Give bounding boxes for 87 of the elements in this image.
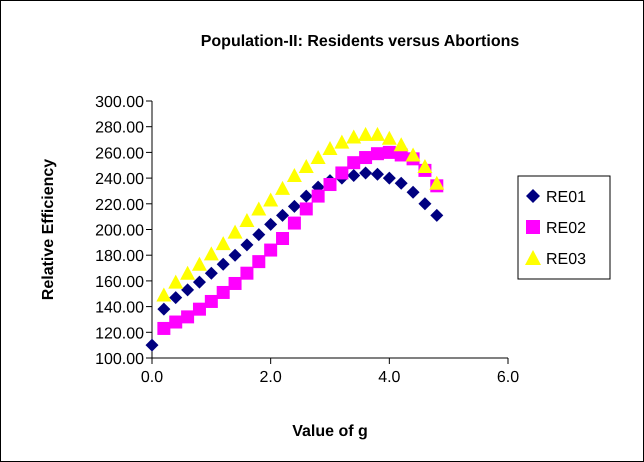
- point: [370, 126, 385, 141]
- point: [146, 338, 158, 352]
- point: [394, 176, 408, 190]
- point: [251, 201, 266, 216]
- point: [324, 178, 336, 192]
- y-tick-label: 140.00: [95, 300, 144, 317]
- point: [406, 186, 420, 199]
- point: [298, 159, 314, 174]
- point: [252, 255, 266, 268]
- point: [240, 266, 254, 280]
- point: [228, 248, 242, 262]
- point: [192, 302, 206, 316]
- point: [288, 216, 301, 230]
- point: [346, 129, 362, 144]
- y-tick-label: 300.00: [95, 94, 144, 111]
- y-tick-label: 120.00: [95, 325, 144, 342]
- point: [216, 286, 230, 299]
- legend-label: RE03: [546, 251, 586, 268]
- point: [252, 228, 266, 242]
- y-tick-label: 260.00: [95, 145, 144, 162]
- point: [418, 197, 432, 210]
- point: [169, 291, 182, 304]
- point: [169, 316, 182, 329]
- point: [228, 276, 242, 290]
- point: [264, 244, 278, 257]
- point: [263, 192, 278, 206]
- point: [216, 236, 231, 250]
- point: [288, 200, 301, 213]
- y-axis-title: Relative Efficiency: [40, 158, 57, 300]
- point: [181, 283, 194, 296]
- legend-label: RE02: [546, 220, 586, 237]
- point: [276, 208, 290, 222]
- point: [240, 238, 254, 252]
- x-tick-label: 0.0: [140, 369, 164, 386]
- y-tick-label: 160.00: [95, 274, 144, 291]
- chart-title: Population-II: Residents versus Abortions: [200, 33, 520, 50]
- point: [358, 126, 374, 141]
- point: [382, 172, 396, 185]
- point: [204, 246, 219, 260]
- point: [275, 180, 290, 195]
- point: [228, 224, 243, 239]
- point: [335, 166, 348, 180]
- point: [157, 302, 170, 316]
- point: [157, 322, 170, 335]
- point: [347, 156, 360, 170]
- point: [276, 232, 290, 245]
- point: [216, 258, 230, 271]
- point: [300, 190, 313, 203]
- point: [382, 146, 396, 159]
- point: [168, 274, 184, 289]
- y-tick-label: 100.00: [95, 351, 144, 368]
- point: [180, 266, 196, 280]
- point: [286, 168, 302, 182]
- y-tick-label: 240.00: [95, 171, 144, 188]
- point: [347, 169, 360, 182]
- point: [334, 134, 350, 149]
- y-tick-label: 180.00: [95, 248, 144, 266]
- point: [359, 151, 372, 164]
- legend-label: RE01: [546, 189, 586, 206]
- point: [359, 166, 372, 180]
- point: [394, 137, 409, 152]
- point: [300, 202, 313, 216]
- point: [382, 130, 397, 145]
- point: [156, 288, 172, 302]
- point: [406, 147, 421, 162]
- point: [264, 218, 278, 231]
- point: [181, 310, 194, 324]
- x-tick-label: 6.0: [496, 369, 520, 386]
- point: [239, 213, 254, 228]
- point: [204, 294, 218, 308]
- y-tick-label: 200.00: [95, 222, 144, 240]
- y-tick-label: 220.00: [95, 196, 144, 214]
- point: [417, 159, 432, 174]
- x-axis-title: Value of g: [292, 423, 368, 440]
- point: [430, 208, 444, 222]
- point: [310, 150, 326, 164]
- point: [192, 276, 206, 289]
- y-tick-label: 280.00: [95, 120, 144, 137]
- point: [429, 176, 444, 190]
- point: [204, 266, 218, 280]
- point: [370, 147, 384, 160]
- point: [370, 168, 384, 181]
- point: [322, 141, 338, 156]
- x-tick-label: 4.0: [378, 369, 401, 386]
- point: [312, 190, 325, 203]
- x-tick-label: 2.0: [260, 369, 282, 386]
- point: [192, 256, 207, 271]
